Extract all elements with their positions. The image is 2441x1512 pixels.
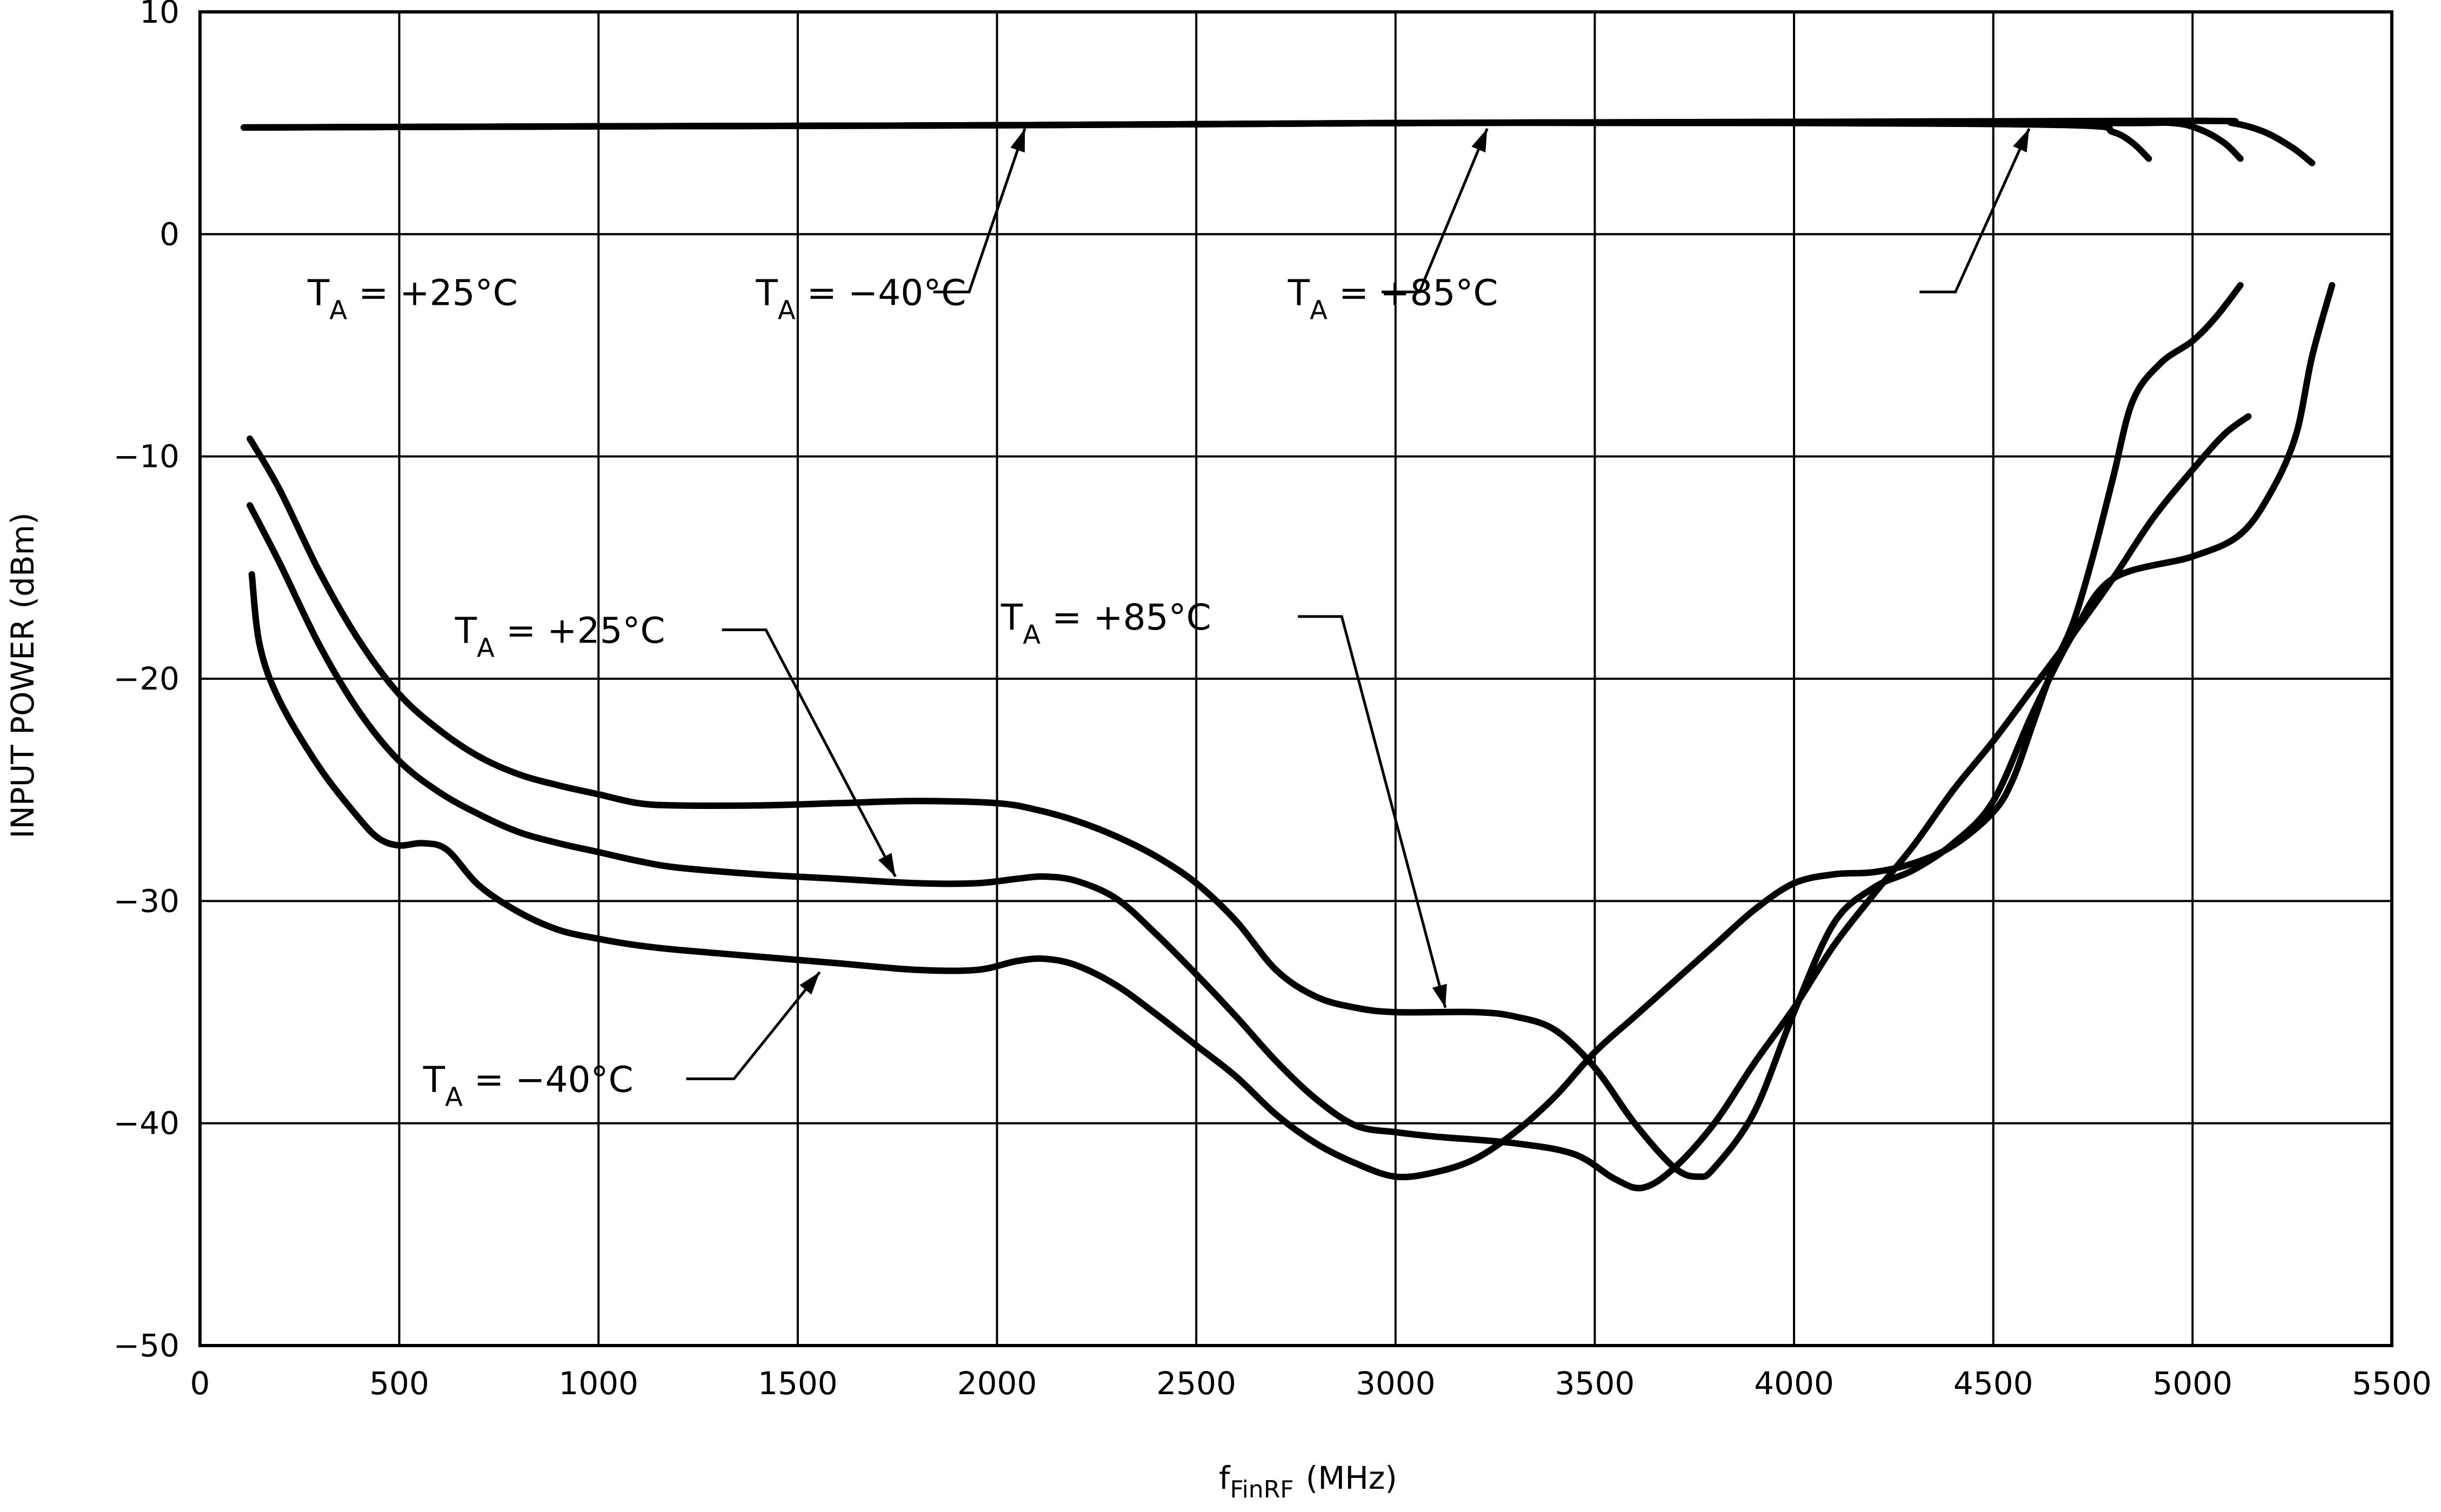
annotation-label-t: T [1001, 597, 1023, 638]
grid-lines [198, 10, 2393, 1347]
y-tick-label: 0 [159, 216, 179, 252]
x-tick-label: 0 [190, 1365, 210, 1402]
x-tick-label: 4500 [1953, 1365, 2033, 1402]
series-line [241, 117, 2316, 166]
x-tick-label: 5500 [2352, 1365, 2432, 1402]
annotation-label-sub: A [778, 295, 796, 325]
x-tick-label: 2000 [957, 1365, 1037, 1402]
annotation-arrowhead [799, 972, 820, 995]
annotation-label-t: T [1288, 272, 1310, 313]
y-tick-label: −20 [114, 660, 179, 697]
annotation-label-sub: A [1023, 620, 1041, 650]
series-line [248, 282, 2244, 1181]
annotation-arrowhead [878, 853, 896, 877]
annotation-leader [686, 971, 821, 1080]
annotation-label-t: T [755, 272, 778, 313]
annotation-label-t: T [307, 272, 330, 313]
y-axis-title: INPUT POWER (dBm) [4, 512, 41, 839]
annotation-label-t: T [455, 610, 477, 652]
curve-series [241, 117, 2336, 1192]
x-tick-label: 1500 [758, 1365, 838, 1402]
annotation-layer: TA = +25°C TA = −40°C TA = +85°CTA = +25°C… [307, 128, 2031, 1112]
x-tick-label: 500 [369, 1365, 429, 1402]
x-axis-title-main: f [1219, 1460, 1231, 1496]
annotation-arrowhead [1010, 128, 1025, 153]
annotation-leader [1919, 128, 2031, 293]
x-tick-label: 3000 [1356, 1365, 1436, 1402]
annotation-label-rest: = +85°C [1041, 597, 1211, 638]
annotation-leader [933, 128, 1026, 293]
annotation-label-rest: = +85°C [1328, 272, 1498, 313]
annotation-label-t: T [423, 1059, 445, 1100]
annotation-arrowhead [2013, 128, 2030, 152]
x-tick-label: 5000 [2153, 1365, 2233, 1402]
annotation-label: TA = −40°C [423, 1059, 633, 1112]
annotation-leader [1382, 128, 1489, 293]
annotation-leader [722, 628, 897, 878]
annotation-arrowhead [1432, 984, 1447, 1008]
x-tick-label: 4000 [1754, 1365, 1834, 1402]
y-tick-label: −50 [114, 1327, 179, 1364]
y-tick-label: 10 [139, 0, 179, 30]
y-tick-label: −30 [114, 882, 179, 919]
annotation-label: TA = +25°C [307, 272, 518, 325]
y-tick-label: −40 [114, 1105, 179, 1142]
series-line [246, 282, 2336, 1180]
annotation-label: TA = +85°C [1001, 597, 1211, 650]
x-tick-label: 2500 [1156, 1365, 1236, 1402]
annotation-label: TA = +85°C [1288, 272, 1498, 325]
annotation-leader [1298, 615, 1447, 1008]
annotation-arrowhead [1471, 128, 1488, 153]
annotation-label-rest: = −40°C [796, 272, 966, 313]
annotation-label-sub: A [329, 295, 347, 325]
y-tick-label: −10 [114, 438, 179, 475]
x-tick-label: 3500 [1555, 1365, 1635, 1402]
annotation-label-rest: = −40°C [463, 1059, 633, 1100]
annotation-label: TA = +25°C [455, 610, 665, 664]
annotation-label-sub: A [1310, 295, 1328, 325]
annotation-label: TA = −40°C [755, 272, 966, 325]
x-axis-title-sub: FinRF [1230, 1476, 1293, 1503]
x-axis-title: fFinRF (MHz) [1219, 1460, 1397, 1503]
annotation-label-rest: = +25°C [495, 610, 665, 652]
annotation-label-rest: = +25°C [347, 272, 518, 313]
plot-frame [198, 10, 2393, 1347]
annotation-label-sub: A [445, 1082, 463, 1112]
series-line [246, 413, 2252, 1192]
x-tick-label: 1000 [558, 1365, 638, 1402]
x-axis-title-unit: (MHz) [1306, 1460, 1397, 1496]
annotation-label-sub: A [477, 633, 495, 664]
tick-labels: 0 500 1000 1500 2000 2500 3000 3500 4000 4500 5000… [114, 0, 2432, 1402]
